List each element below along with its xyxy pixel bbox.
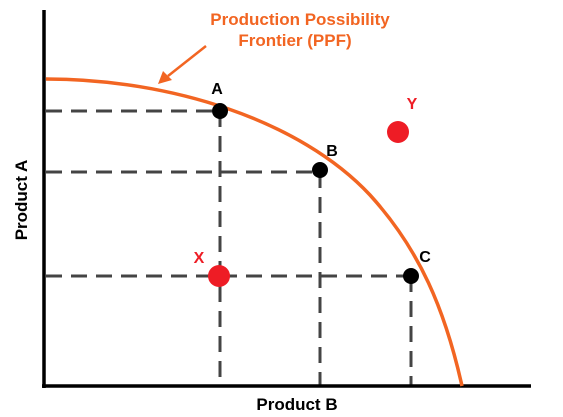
point-y xyxy=(387,121,409,143)
axes xyxy=(42,10,531,388)
point-c-label: C xyxy=(419,249,431,266)
x-axis-label: Product B xyxy=(256,395,337,414)
ppf-title-line-1: Production Possibility xyxy=(210,10,390,29)
point-x xyxy=(208,265,230,287)
guide-lines xyxy=(46,109,413,386)
point-x-label: X xyxy=(194,250,205,267)
ppf-title-line-2: Frontier (PPF) xyxy=(238,31,351,50)
ppf-curve xyxy=(45,77,464,387)
point-y-label: Y xyxy=(407,96,418,113)
y-axis-label: Product A xyxy=(12,160,31,241)
point-a-label: A xyxy=(211,81,223,98)
point-a xyxy=(212,103,228,119)
title-arrow xyxy=(158,45,207,84)
point-b-label: B xyxy=(326,143,338,160)
point-c xyxy=(403,268,419,284)
point-b xyxy=(312,162,328,178)
